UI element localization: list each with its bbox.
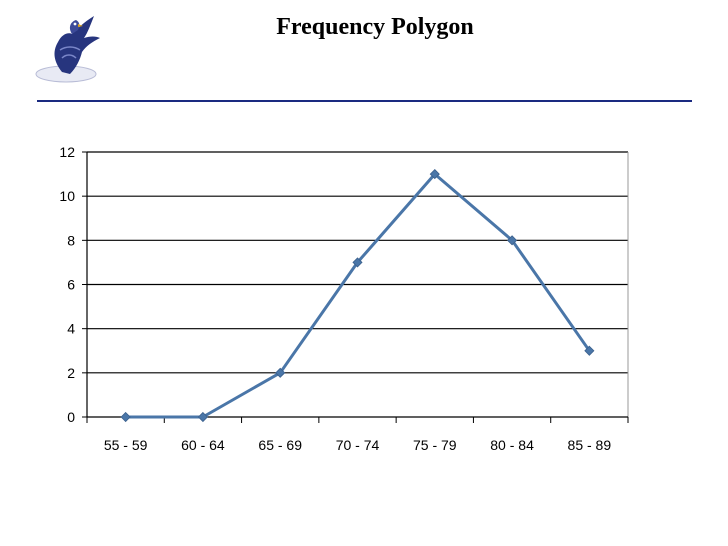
eagle-logo-icon xyxy=(35,16,100,83)
x-tick-label: 80 - 84 xyxy=(490,437,534,453)
data-point xyxy=(197,411,208,423)
y-tick-label: 12 xyxy=(59,144,75,160)
x-tick-labels: 55 - 59 60 - 64 65 - 69 70 - 74 75 - 79 80 - … xyxy=(104,437,612,453)
series xyxy=(120,169,595,423)
page-title: Frequency Polygon xyxy=(276,14,474,40)
x-tick-label: 55 - 59 xyxy=(104,437,148,453)
gridlines xyxy=(87,151,628,374)
y-tick-label: 6 xyxy=(67,277,75,293)
data-point xyxy=(584,345,595,356)
x-tick-label: 75 - 79 xyxy=(413,437,457,453)
x-tick-label: 85 - 89 xyxy=(568,437,612,453)
data-point xyxy=(507,235,518,246)
y-tick-label: 8 xyxy=(67,232,75,248)
data-point xyxy=(120,411,131,423)
data-point xyxy=(352,257,363,268)
y-tick-labels: 0 2 4 6 8 10 12 xyxy=(59,144,75,425)
data-point xyxy=(429,169,440,180)
y-tick-label: 10 xyxy=(59,188,75,204)
data-point xyxy=(275,367,286,378)
x-tick-label: 70 - 74 xyxy=(336,437,380,453)
y-tick-label: 4 xyxy=(67,321,75,337)
title-divider xyxy=(37,100,692,102)
y-tick-label: 2 xyxy=(67,365,75,381)
series-line xyxy=(125,172,591,419)
x-tick-label: 65 - 69 xyxy=(258,437,302,453)
y-tick-label: 0 xyxy=(67,409,75,425)
x-tick-label: 60 - 64 xyxy=(181,437,225,453)
